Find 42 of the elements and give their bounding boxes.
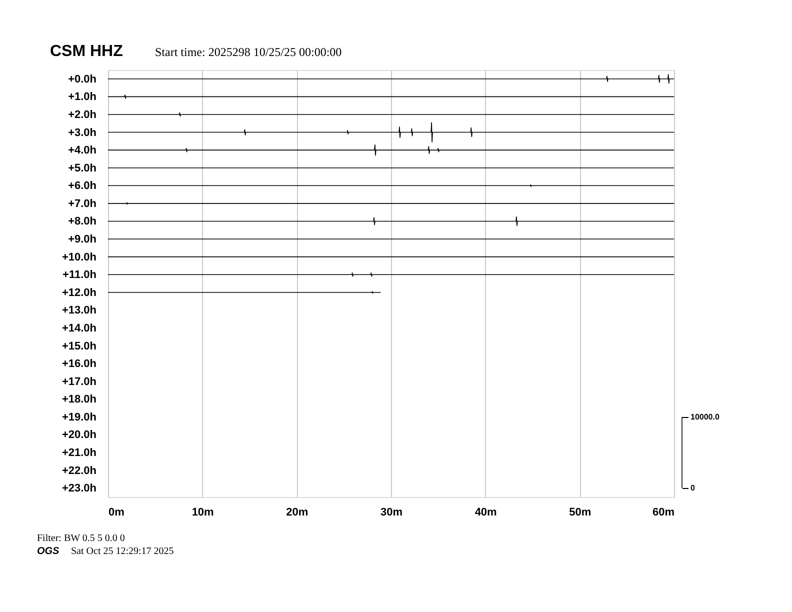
y-tick-label: +0.0h (68, 73, 97, 86)
y2-tick-label: 10000.0 (690, 412, 720, 422)
y-tick-label: +11.0h (62, 269, 97, 282)
x-tick-label: 50m (569, 506, 592, 518)
y-tick-label: +13.0h (62, 304, 97, 317)
y-tick-label: +8.0h (68, 216, 97, 228)
y-tick-label: +10.0h (62, 251, 97, 264)
y-tick-label: +19.0h (62, 411, 97, 424)
x-tick-label: 40m (474, 506, 498, 518)
text: Filter: BW 0.5 5 0.0 0 (37, 533, 125, 544)
line-series (108, 144, 674, 156)
y-tick-label: +6.0h (68, 180, 97, 192)
chart-title: CSM HHZ (50, 43, 124, 60)
text: OGS (37, 546, 60, 557)
x-tick-label: 60m (652, 506, 675, 518)
y-tick-label: +3.0h (68, 126, 97, 139)
y-tick-label: +22.0h (62, 464, 97, 477)
chart-subtitle: Start time: 2025298 10/25/25 00:00:00 (155, 45, 342, 59)
y2-tick-label: 0 (690, 484, 696, 493)
y-tick-label: +20.0h (62, 429, 97, 442)
y-tick-label: +4.0h (68, 144, 97, 157)
y-tick-label: +5.0h (68, 162, 97, 174)
y-tick-label: +21.0h (62, 447, 97, 460)
y-tick-label: +14.0h (62, 322, 97, 334)
y-tick-label: +23.0h (62, 482, 97, 495)
x-tick-label: 20m (286, 506, 308, 518)
y-tick-label: +7.0h (68, 198, 97, 210)
x-tick-label: 0m (108, 506, 125, 518)
line-series (108, 216, 674, 226)
y-tick-label: +16.0h (62, 358, 97, 370)
y-tick-label: +12.0h (62, 286, 97, 299)
y-tick-label: +18.0h (62, 394, 97, 406)
text: Sat Oct 25 12:29:17 2025 (71, 546, 174, 557)
y-tick-label: +9.0h (68, 234, 97, 246)
line-series (108, 122, 674, 142)
x-tick-label: 10m (192, 506, 214, 518)
y-tick-label: +15.0h (62, 340, 97, 352)
y-tick-label: +17.0h (62, 376, 97, 388)
y-tick-label: +2.0h (68, 108, 97, 121)
x-tick-label: 30m (380, 506, 403, 518)
y-tick-label: +1.0h (68, 91, 97, 104)
line-series (108, 74, 674, 84)
